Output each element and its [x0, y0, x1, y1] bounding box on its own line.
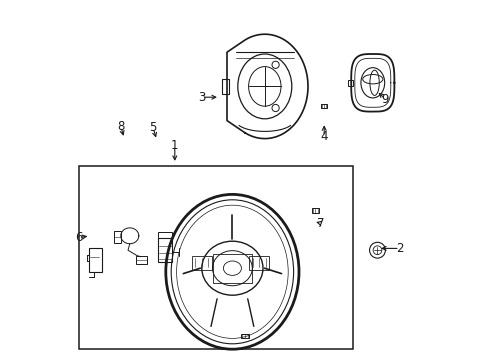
Bar — [89, 248, 102, 272]
Bar — [213, 254, 252, 283]
Text: 8: 8 — [117, 120, 124, 133]
Bar — [222, 79, 229, 94]
Text: 5: 5 — [149, 121, 157, 134]
Text: 7: 7 — [317, 217, 324, 230]
Bar — [79, 166, 353, 349]
Bar — [312, 208, 319, 213]
Text: 6: 6 — [75, 231, 82, 244]
Bar — [158, 238, 172, 262]
Bar — [136, 256, 147, 264]
Bar — [192, 256, 212, 270]
Text: 4: 4 — [320, 130, 328, 143]
Bar — [114, 231, 121, 243]
Bar — [158, 232, 172, 238]
Text: 2: 2 — [396, 242, 404, 255]
Bar — [321, 104, 327, 108]
Bar — [347, 80, 353, 86]
Bar — [249, 256, 269, 270]
Text: 3: 3 — [198, 91, 205, 104]
Text: 9: 9 — [382, 93, 389, 105]
Bar — [242, 333, 248, 338]
Text: 1: 1 — [171, 139, 178, 152]
